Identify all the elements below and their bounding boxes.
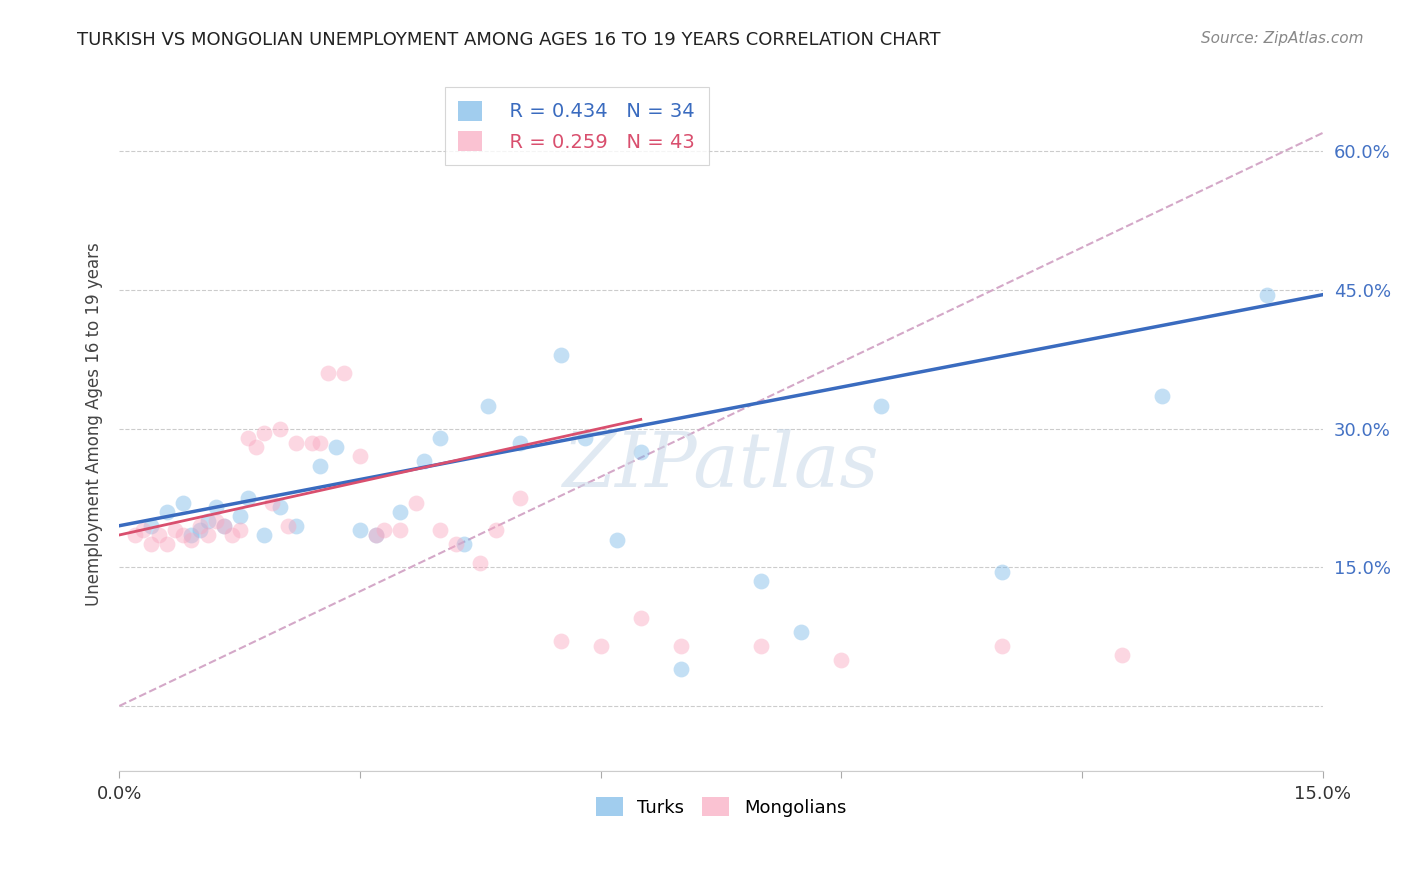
Point [349, 524, 371, 538]
Text: Source: ZipAtlas.com: Source: ZipAtlas.com [1201, 31, 1364, 46]
Point [413, 454, 436, 468]
Legend: Turks, Mongolians: Turks, Mongolians [589, 790, 853, 824]
Point [550, 634, 572, 648]
Point [389, 505, 412, 519]
Point [180, 528, 202, 542]
Point [156, 537, 179, 551]
Point [429, 431, 451, 445]
Point [269, 500, 291, 515]
Point [470, 556, 492, 570]
Point [141, 537, 163, 551]
Point [364, 528, 387, 542]
Point [284, 518, 307, 533]
Point [301, 435, 323, 450]
Point [284, 435, 307, 450]
Point [165, 524, 187, 538]
Point [325, 440, 347, 454]
Point [316, 366, 339, 380]
Point [197, 528, 219, 542]
Point [790, 625, 813, 640]
Point [630, 611, 652, 625]
Point [669, 662, 692, 676]
Point [156, 505, 179, 519]
Point [1111, 648, 1133, 662]
Point [172, 528, 194, 542]
Point [228, 524, 250, 538]
Point [405, 495, 427, 509]
Point [509, 491, 531, 505]
Point [589, 639, 612, 653]
Point [212, 518, 235, 533]
Point [606, 533, 628, 547]
Point [212, 518, 235, 533]
Point [669, 639, 692, 653]
Point [1256, 287, 1278, 301]
Point [148, 528, 170, 542]
Point [1152, 389, 1174, 403]
Point [277, 518, 299, 533]
Point [749, 639, 772, 653]
Point [446, 537, 468, 551]
Point [509, 435, 531, 450]
Point [453, 537, 475, 551]
Point [124, 528, 146, 542]
Point [485, 524, 508, 538]
Point [749, 574, 772, 589]
Point [373, 524, 395, 538]
Point [245, 440, 267, 454]
Point [991, 565, 1014, 579]
Point [253, 426, 276, 441]
Point [228, 509, 250, 524]
Point [172, 495, 194, 509]
Point [260, 495, 283, 509]
Point [389, 524, 412, 538]
Point [333, 366, 356, 380]
Point [429, 524, 451, 538]
Point [364, 528, 387, 542]
Point [236, 491, 259, 505]
Point [308, 435, 330, 450]
Point [188, 524, 211, 538]
Point [269, 422, 291, 436]
Point [188, 518, 211, 533]
Point [197, 514, 219, 528]
Point [574, 431, 596, 445]
Point [308, 458, 330, 473]
Point [349, 450, 371, 464]
Point [204, 514, 226, 528]
Point [630, 444, 652, 458]
Text: ZIPatlas: ZIPatlas [562, 429, 879, 503]
Point [204, 500, 226, 515]
Point [550, 348, 572, 362]
Point [221, 528, 243, 542]
Point [141, 518, 163, 533]
Point [830, 653, 852, 667]
Point [991, 639, 1014, 653]
Text: TURKISH VS MONGOLIAN UNEMPLOYMENT AMONG AGES 16 TO 19 YEARS CORRELATION CHART: TURKISH VS MONGOLIAN UNEMPLOYMENT AMONG … [77, 31, 941, 49]
Y-axis label: Unemployment Among Ages 16 to 19 years: Unemployment Among Ages 16 to 19 years [86, 243, 103, 606]
Point [870, 399, 893, 413]
Point [180, 533, 202, 547]
Point [132, 524, 155, 538]
Point [253, 528, 276, 542]
Point [477, 399, 499, 413]
Point [236, 431, 259, 445]
